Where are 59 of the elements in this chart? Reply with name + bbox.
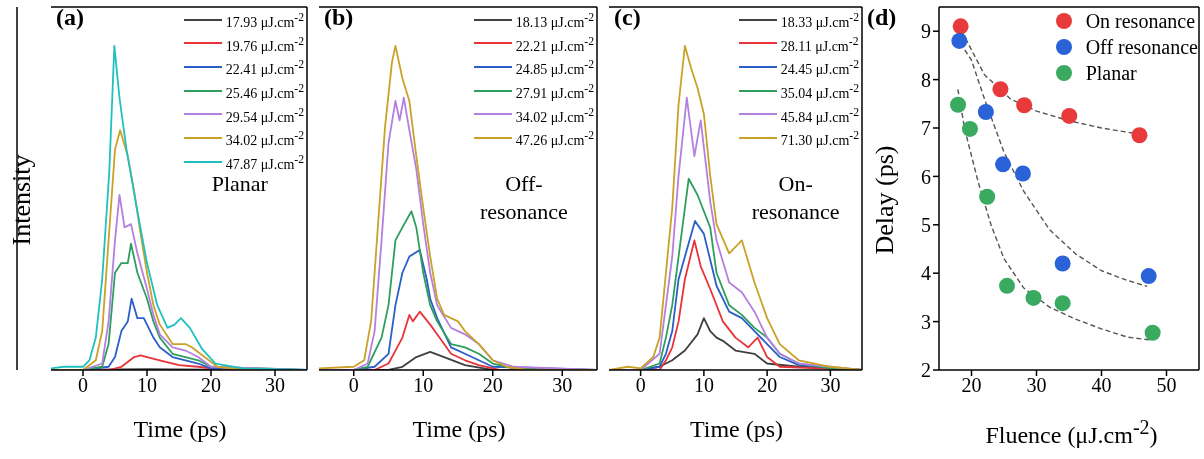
x-tick-label: 20 <box>482 374 503 397</box>
chart-title: (c) <box>614 4 641 30</box>
x-tick-label: 10 <box>693 374 714 397</box>
x-tick-label: 30 <box>1026 374 1047 397</box>
legend-label: 35.04 μJ.cm$^{-2}$ <box>780 80 859 103</box>
y-tick-label: 4 <box>921 262 931 285</box>
legend-label: 47.26 μJ.cm$^{-2}$ <box>515 128 594 150</box>
x-axis-title: Fluence (μJ.cm$^{-2}$) <box>985 416 1158 448</box>
x-tick-label: 10 <box>137 374 157 397</box>
legend-label: 25.46 μJ.cm$^{-2}$ <box>225 80 304 103</box>
legend-label: 27.91 μJ.cm$^{-2}$ <box>515 80 594 103</box>
chart-title: (a) <box>56 4 84 30</box>
x-axis-title: Time (ps) <box>689 416 784 442</box>
x-tick-label: 30 <box>820 374 841 397</box>
annotation: On- resonance <box>751 171 840 224</box>
x-tick-label: 20 <box>201 374 221 397</box>
x-tick-label: 10 <box>413 374 434 397</box>
x-tick-label: 50 <box>1156 374 1177 397</box>
x-tick-label: 20 <box>757 374 778 397</box>
legend-label: 17.93 μJ.cm$^{-2}$ <box>225 10 304 32</box>
legend-label: 34.02 μJ.cm$^{-2}$ <box>225 128 304 150</box>
legend-label: 19.76 μJ.cm$^{-2}$ <box>225 33 304 56</box>
y-axis-title: Intensity <box>7 154 36 246</box>
x-tick-label: 40 <box>1091 374 1112 397</box>
legend-label: 24.45 μJ.cm$^{-2}$ <box>780 57 859 79</box>
y-tick-label: 2 <box>921 359 931 382</box>
x-tick-label: 0 <box>348 374 359 397</box>
legend-label: 18.33 μJ.cm$^{-2}$ <box>780 10 859 32</box>
legend-label: 47.87 μJ.cm$^{-2}$ <box>225 151 304 174</box>
legend-label: 18.13 μJ.cm$^{-2}$ <box>515 10 594 32</box>
x-tick-label: 0 <box>78 374 88 397</box>
x-axis-title: Time (ps) <box>133 416 227 442</box>
legend-label: 45.84 μJ.cm$^{-2}$ <box>780 104 859 127</box>
legend-label: 71.30 μJ.cm$^{-2}$ <box>780 128 859 150</box>
y-tick-label: 3 <box>921 310 931 333</box>
x-tick-label: 30 <box>552 374 573 397</box>
x-axis-title: Time (ps) <box>412 416 506 442</box>
legend-label: 22.21 μJ.cm$^{-2}$ <box>515 33 594 56</box>
y-tick-label: 9 <box>921 20 931 43</box>
x-tick-label: 0 <box>635 374 646 397</box>
legend-label: 29.54 μJ.cm$^{-2}$ <box>225 104 304 127</box>
x-tick-label: 20 <box>961 374 982 397</box>
legend-label: 24.85 μJ.cm$^{-2}$ <box>515 57 594 79</box>
legend-label: On resonance <box>1085 9 1196 34</box>
x-tick-label: 30 <box>265 374 285 397</box>
legend-label: 28.11 μJ.cm$^{-2}$ <box>780 33 859 56</box>
y-tick-label: 7 <box>921 117 931 140</box>
legend-label: Planar <box>1085 61 1137 86</box>
y-axis-title: Delay (ps) <box>870 145 899 255</box>
chart-title: (d) <box>867 4 897 30</box>
y-tick-label: 5 <box>921 213 931 236</box>
y-tick-label: 8 <box>921 68 931 91</box>
legend-label: 22.41 μJ.cm$^{-2}$ <box>225 57 304 79</box>
y-tick-label: 6 <box>921 165 931 188</box>
annotation: Off- resonance <box>479 171 568 224</box>
annotation: Planar <box>211 171 268 196</box>
legend-label: 34.02 μJ.cm$^{-2}$ <box>515 104 594 127</box>
chart-title: (b) <box>324 4 354 30</box>
legend-label: Off resonance <box>1085 35 1198 60</box>
